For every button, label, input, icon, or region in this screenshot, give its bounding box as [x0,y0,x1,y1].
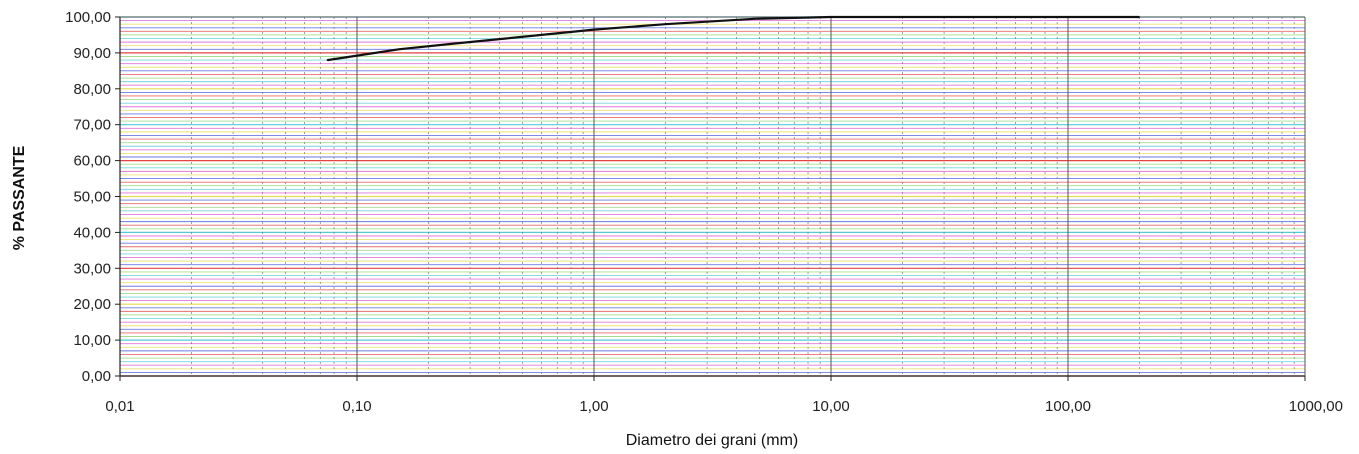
y-tick-labels: 0,00 10,00 20,00 30,00 40,00 50,00 60,00 70,00 8… [65,9,120,385]
series-group [326,15,1141,62]
y-tick-label: 90,00 [73,45,111,62]
y-tick-label: 40,00 [73,224,111,241]
data-point [397,48,400,51]
y-tick-label: 100,00 [65,9,111,26]
data-point [753,17,756,20]
x-tick-label: 100,00 [1045,398,1091,415]
y-tick-label: 30,00 [73,260,111,277]
y-tick-label: 0,00 [82,368,111,385]
data-point [1138,16,1141,18]
data-point [593,28,595,31]
x-tick-label: 1000,00 [1289,398,1343,415]
x-tick-labels: 0,01 0,10 1,00 10,00 100,00 1000,00 [105,376,1343,415]
y-tick-label: 80,00 [73,81,111,98]
y-axis-title: % PASSANTE [11,145,28,250]
data-point [901,16,904,18]
data-point [664,23,667,25]
y-tick-label: 10,00 [73,332,111,349]
y-tick-label: 20,00 [73,296,111,313]
x-axis-title: Diametro dei grani (mm) [626,432,798,449]
x-tick-label: 10,00 [812,398,850,415]
data-point [830,16,832,18]
data-point [505,37,507,40]
data-point [326,59,329,61]
data-point [450,43,453,45]
horizontal-grid [120,16,1305,377]
y-tick-label: 60,00 [73,153,111,170]
y-tick-label: 70,00 [73,117,111,134]
x-tick-label: 0,10 [342,398,371,415]
data-point [995,16,998,18]
y-tick-label: 50,00 [73,189,111,206]
x-tick-label: 0,01 [105,398,134,415]
x-tick-label: 1,00 [579,398,608,415]
